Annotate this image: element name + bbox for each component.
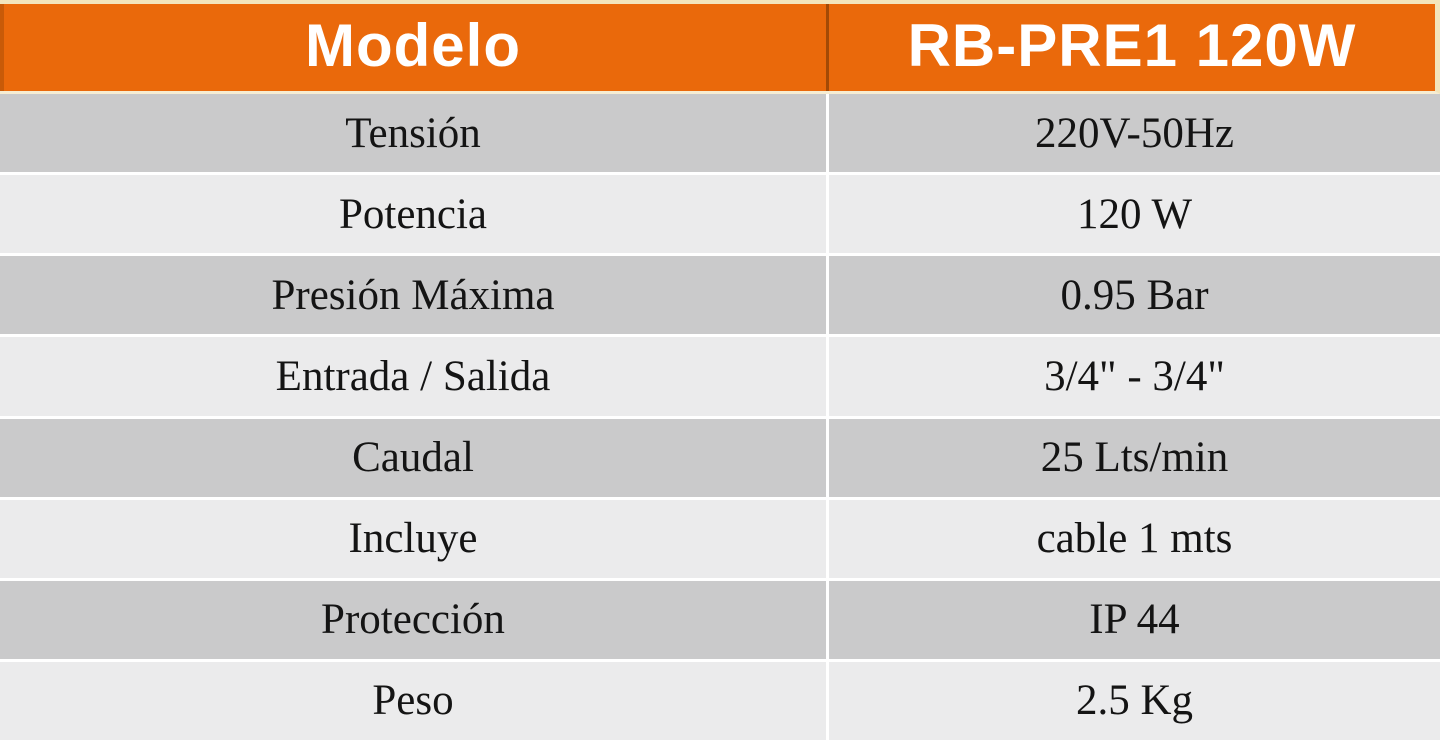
table-body: Tensión 220V-50Hz Potencia 120 W Presión… <box>0 94 1440 748</box>
header-model-label: Modelo <box>305 11 521 79</box>
table-row: Caudal 25 Lts/min <box>0 418 1440 497</box>
table-row: Presión Máxima 0.95 Bar <box>0 256 1440 335</box>
table-row: Protección IP 44 <box>0 580 1440 659</box>
header-column-divider <box>826 4 829 91</box>
table-row: Peso 2.5 Kg <box>0 661 1440 740</box>
table-header-row: Modelo RB-PRE1 120W <box>0 0 1440 94</box>
table-row: Incluye cable 1 mts <box>0 499 1440 578</box>
spec-value: 25 Lts/min <box>829 418 1440 497</box>
header-model-value: RB-PRE1 120W <box>907 11 1357 79</box>
spec-value: 3/4" - 3/4" <box>829 337 1440 416</box>
spec-value: 2.5 Kg <box>829 661 1440 740</box>
spec-value: 120 W <box>829 175 1440 254</box>
spec-label: Protección <box>0 580 826 659</box>
spec-label: Incluye <box>0 499 826 578</box>
spec-label: Peso <box>0 661 826 740</box>
table-row: Potencia 120 W <box>0 175 1440 254</box>
table-row: Tensión 220V-50Hz <box>0 94 1440 173</box>
spec-value: 220V-50Hz <box>829 94 1440 173</box>
spec-label: Potencia <box>0 175 826 254</box>
table-row: Entrada / Salida 3/4" - 3/4" <box>0 337 1440 416</box>
spec-label: Tensión <box>0 94 826 173</box>
spec-value: 0.95 Bar <box>829 256 1440 335</box>
spec-value: cable 1 mts <box>829 499 1440 578</box>
spec-value: IP 44 <box>829 580 1440 659</box>
spec-label: Caudal <box>0 418 826 497</box>
spec-label: Entrada / Salida <box>0 337 826 416</box>
spec-label: Presión Máxima <box>0 256 826 335</box>
